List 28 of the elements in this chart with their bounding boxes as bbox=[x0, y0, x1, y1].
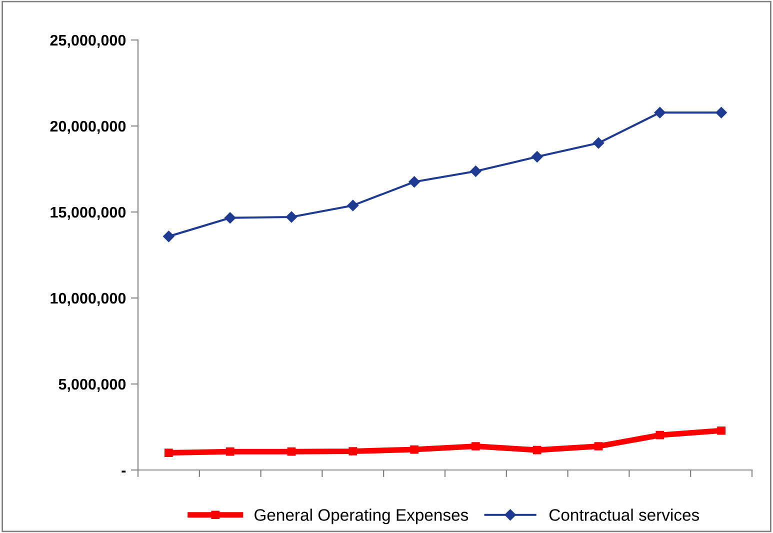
point bbox=[531, 151, 543, 162]
point bbox=[592, 137, 604, 149]
point bbox=[408, 176, 420, 188]
point bbox=[163, 230, 174, 242]
point bbox=[716, 106, 727, 118]
point bbox=[226, 447, 234, 456]
point bbox=[287, 447, 296, 456]
point bbox=[224, 212, 236, 224]
y-tick-label: 25,000,000 bbox=[50, 34, 126, 48]
point bbox=[286, 211, 298, 223]
point bbox=[594, 442, 603, 450]
point bbox=[654, 106, 666, 118]
point bbox=[470, 166, 482, 177]
point bbox=[717, 426, 726, 435]
y-tick-label: 10,000,000 bbox=[50, 292, 126, 306]
y-tick-label: 15,000,000 bbox=[50, 206, 126, 220]
point bbox=[348, 447, 358, 456]
point bbox=[347, 200, 359, 212]
point bbox=[656, 430, 664, 440]
point bbox=[472, 442, 480, 450]
y-tick-label: 20,000,000 bbox=[50, 120, 126, 134]
legend-label: Contractual services bbox=[549, 508, 700, 521]
point bbox=[532, 446, 542, 454]
point bbox=[410, 445, 418, 454]
y-tick-label: - bbox=[122, 470, 126, 472]
y-tick-label: 5,000,000 bbox=[58, 378, 126, 392]
point bbox=[164, 448, 173, 457]
legend-label: General Operating Expenses bbox=[254, 508, 468, 524]
